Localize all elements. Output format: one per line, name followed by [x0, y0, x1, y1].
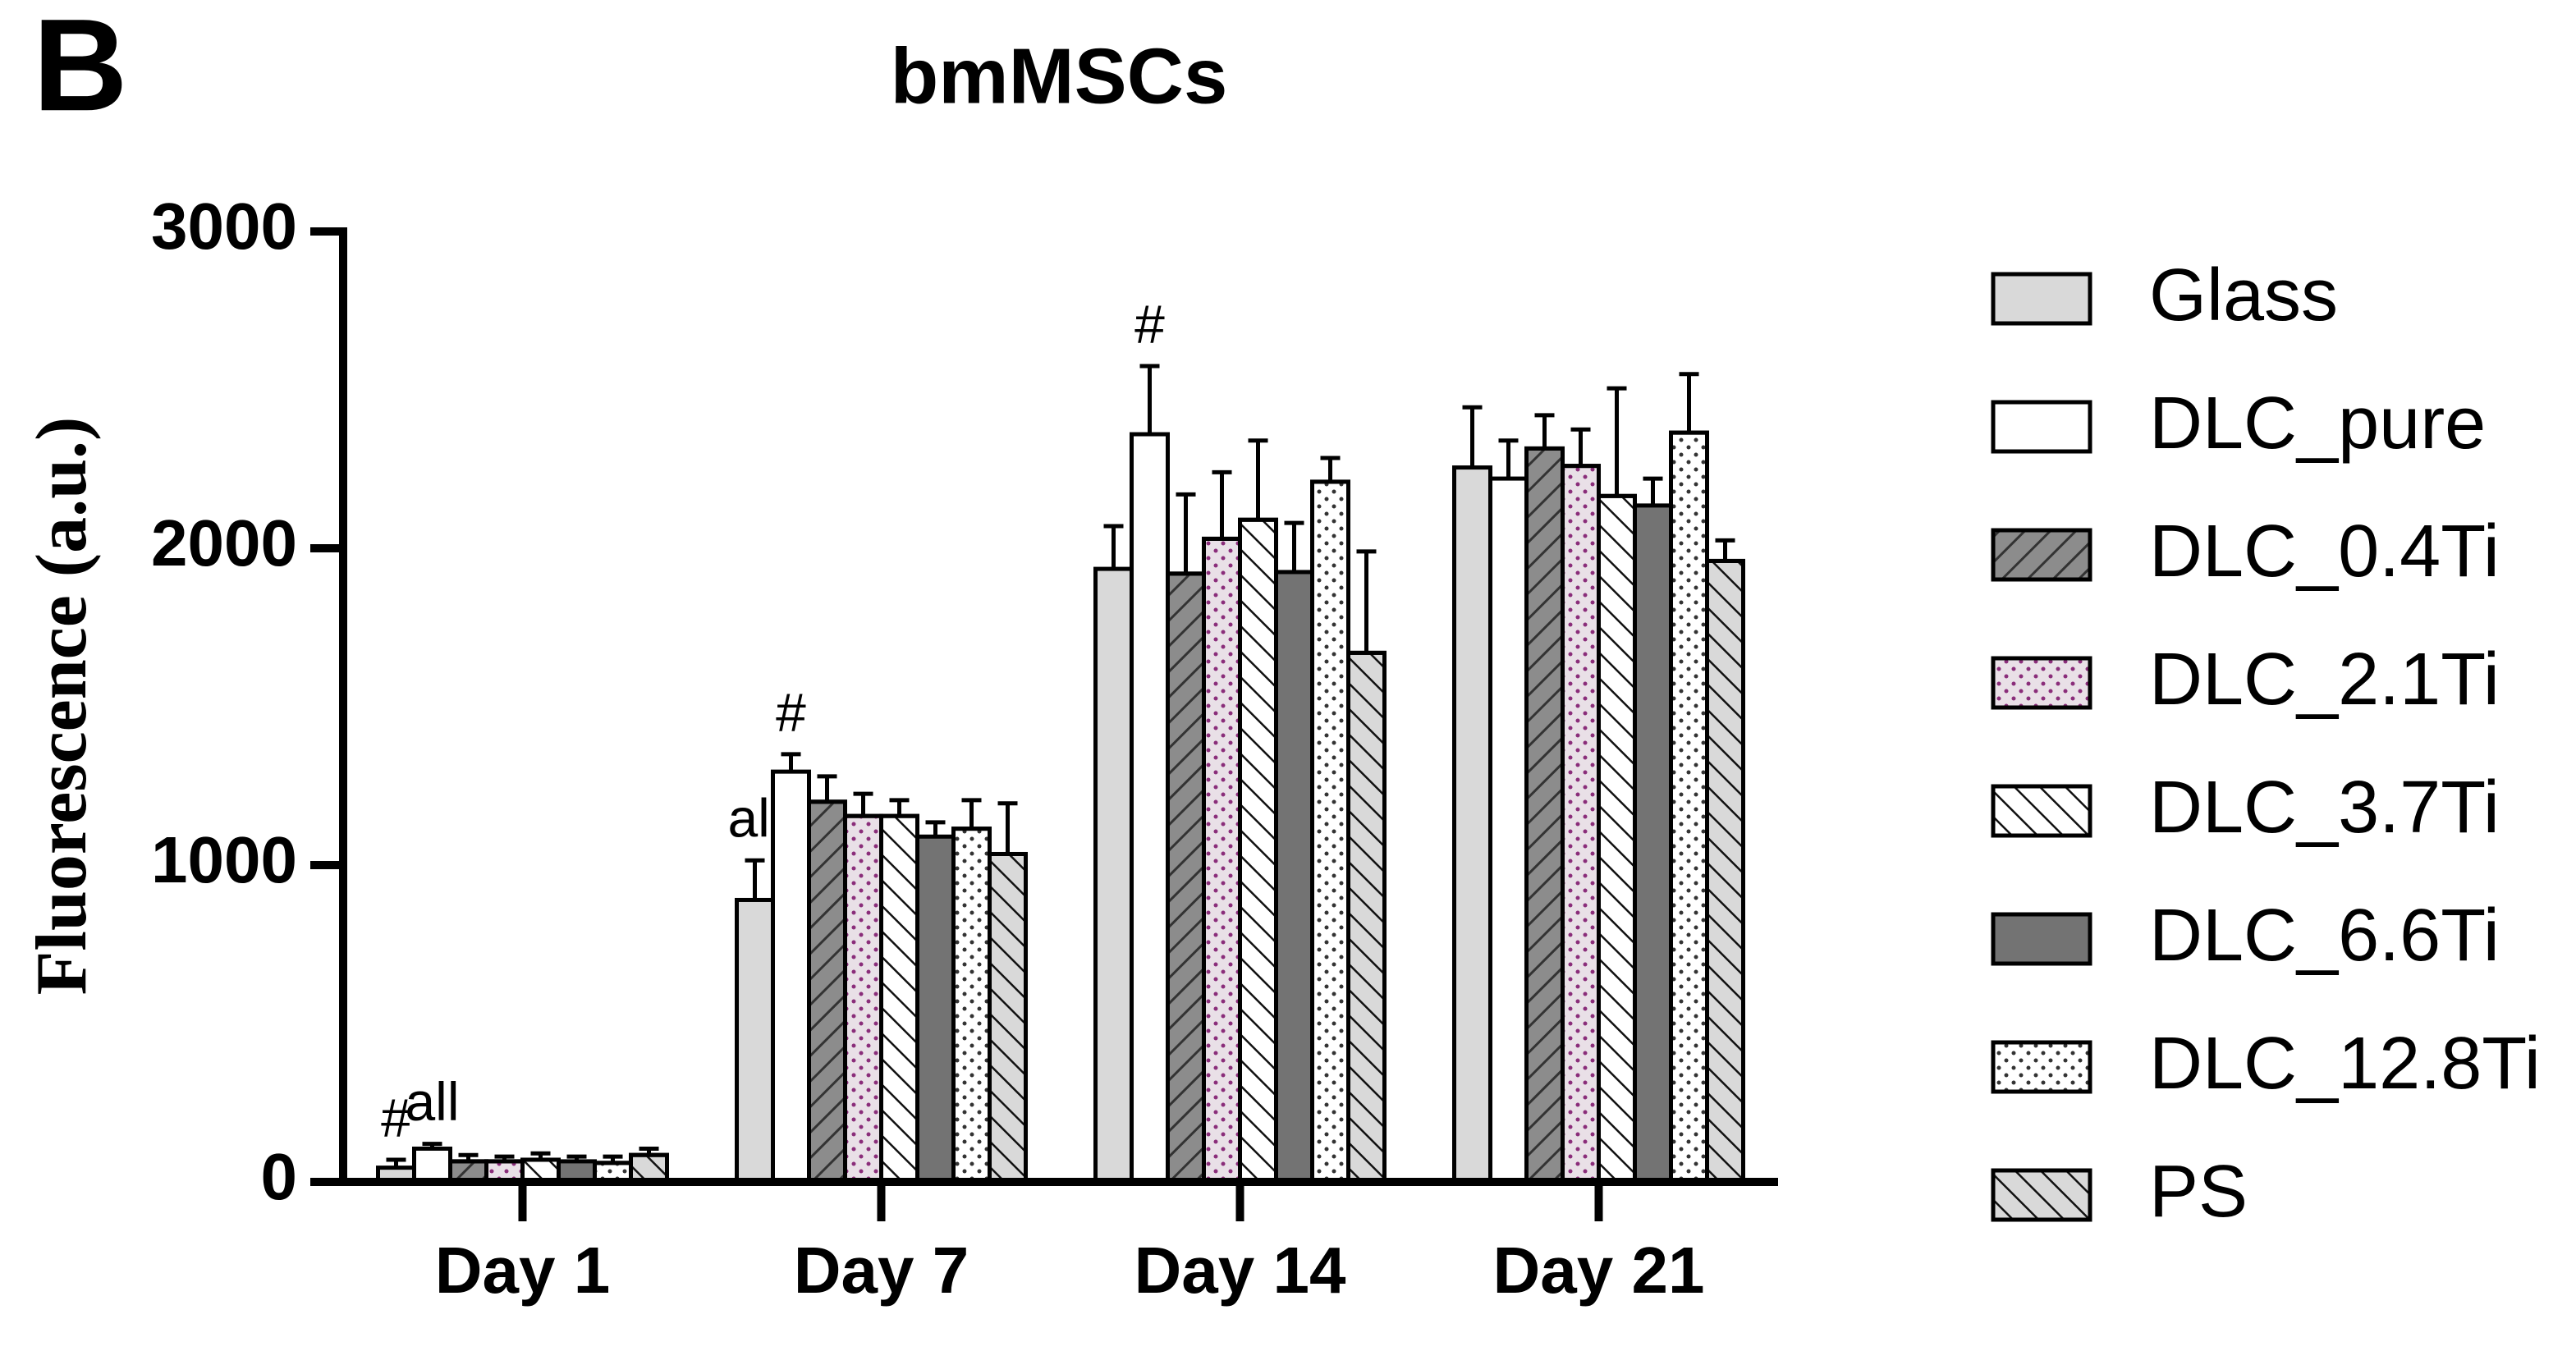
error-bar — [1248, 438, 1268, 520]
legend-label: PS — [2149, 1151, 2248, 1233]
annotation: # — [776, 681, 806, 742]
y-axis-label: Fluorescence (a.u.) — [22, 417, 102, 996]
x-tick-label: Day 21 — [1493, 1234, 1705, 1307]
bar — [412, 1146, 452, 1184]
panel-label: B — [33, 0, 128, 138]
bar — [1633, 503, 1673, 1184]
error-bar — [853, 791, 873, 817]
legend-label: DLC_0.4Ti — [2149, 511, 2500, 593]
error-bar — [1284, 520, 1304, 572]
error-bar — [1320, 456, 1341, 482]
bar — [915, 834, 956, 1184]
bar-pattern — [1524, 446, 1565, 1184]
bar — [1452, 465, 1492, 1184]
error-bar — [1643, 476, 1663, 506]
bar-pattern — [1166, 571, 1206, 1184]
legend-swatch-pattern — [1991, 1040, 2092, 1094]
legend-swatch-pattern — [1991, 784, 2092, 838]
error-bar — [1534, 413, 1555, 449]
error-bar — [1139, 364, 1160, 435]
error-bar — [1679, 372, 1699, 433]
bar-pattern — [879, 813, 919, 1184]
error-bar — [603, 1154, 623, 1163]
error-bar — [1607, 386, 1627, 497]
legend-swatch — [1991, 272, 2092, 326]
legend-swatch-pattern — [1991, 656, 2092, 710]
bar-pattern — [843, 813, 883, 1184]
legend-label: Glass — [2149, 254, 2338, 337]
y-tick-label: 1000 — [151, 823, 297, 896]
legend-label: DLC_2.1Ti — [2149, 639, 2500, 721]
error-bar — [1176, 492, 1196, 574]
error-bar — [997, 801, 1018, 854]
error-bar — [530, 1151, 551, 1160]
bar — [771, 769, 811, 1184]
bar — [1488, 476, 1529, 1184]
error-bar — [1103, 524, 1124, 570]
error-bar — [817, 774, 837, 802]
bar-pattern — [807, 799, 847, 1184]
error-bar — [494, 1154, 515, 1161]
legend-swatch — [1991, 912, 2092, 966]
error-bar — [422, 1142, 442, 1149]
error-bar — [961, 798, 982, 829]
bar-pattern — [1597, 493, 1637, 1184]
bar-pattern — [1669, 430, 1709, 1184]
bar-pattern — [1561, 464, 1601, 1184]
bar — [1093, 566, 1134, 1184]
bar-pattern — [951, 827, 992, 1184]
legend-swatch-pattern — [1991, 1168, 2092, 1222]
legend-swatch — [1991, 400, 2092, 454]
legend-label: DLC_12.8Ti — [2149, 1023, 2541, 1105]
annotation: all — [405, 1071, 459, 1132]
bar-pattern — [1346, 650, 1387, 1184]
bar-pattern — [1238, 517, 1278, 1184]
error-bar — [639, 1146, 659, 1156]
error-bar — [1462, 405, 1483, 468]
legend-swatch-pattern — [1991, 528, 2092, 582]
legend-label: DLC_pure — [2149, 382, 2486, 465]
error-bar — [458, 1152, 479, 1161]
y-tick-label: 2000 — [151, 506, 297, 579]
y-tick-label: 3000 — [151, 190, 297, 263]
chart-title: bmMSCs — [891, 32, 1228, 120]
y-tick-label: 0 — [261, 1140, 298, 1213]
x-tick-label: Day 1 — [435, 1234, 610, 1307]
bar-pattern — [1705, 558, 1745, 1184]
error-bar — [386, 1157, 406, 1168]
error-bar — [889, 798, 910, 817]
error-bar — [745, 858, 765, 900]
bar — [1274, 570, 1314, 1184]
bar — [735, 897, 775, 1184]
annotation: # — [1134, 293, 1165, 354]
bar — [1130, 432, 1170, 1184]
error-bar — [1498, 438, 1519, 479]
bar-pattern — [1310, 479, 1350, 1184]
error-bar — [781, 752, 801, 772]
error-bar — [1715, 538, 1735, 561]
x-tick-label: Day 14 — [1134, 1234, 1346, 1307]
legend-label: DLC_6.6Ti — [2149, 895, 2500, 977]
legend-label: DLC_3.7Ti — [2149, 767, 2500, 849]
bar-pattern — [1202, 536, 1242, 1184]
error-bar — [1356, 549, 1377, 653]
error-bar — [925, 820, 946, 837]
error-bar — [1212, 469, 1232, 539]
error-bar — [1570, 427, 1591, 466]
error-bar — [566, 1154, 587, 1161]
x-tick-label: Day 7 — [794, 1234, 969, 1307]
annotation: # — [381, 1087, 411, 1147]
bar-pattern — [988, 851, 1028, 1184]
